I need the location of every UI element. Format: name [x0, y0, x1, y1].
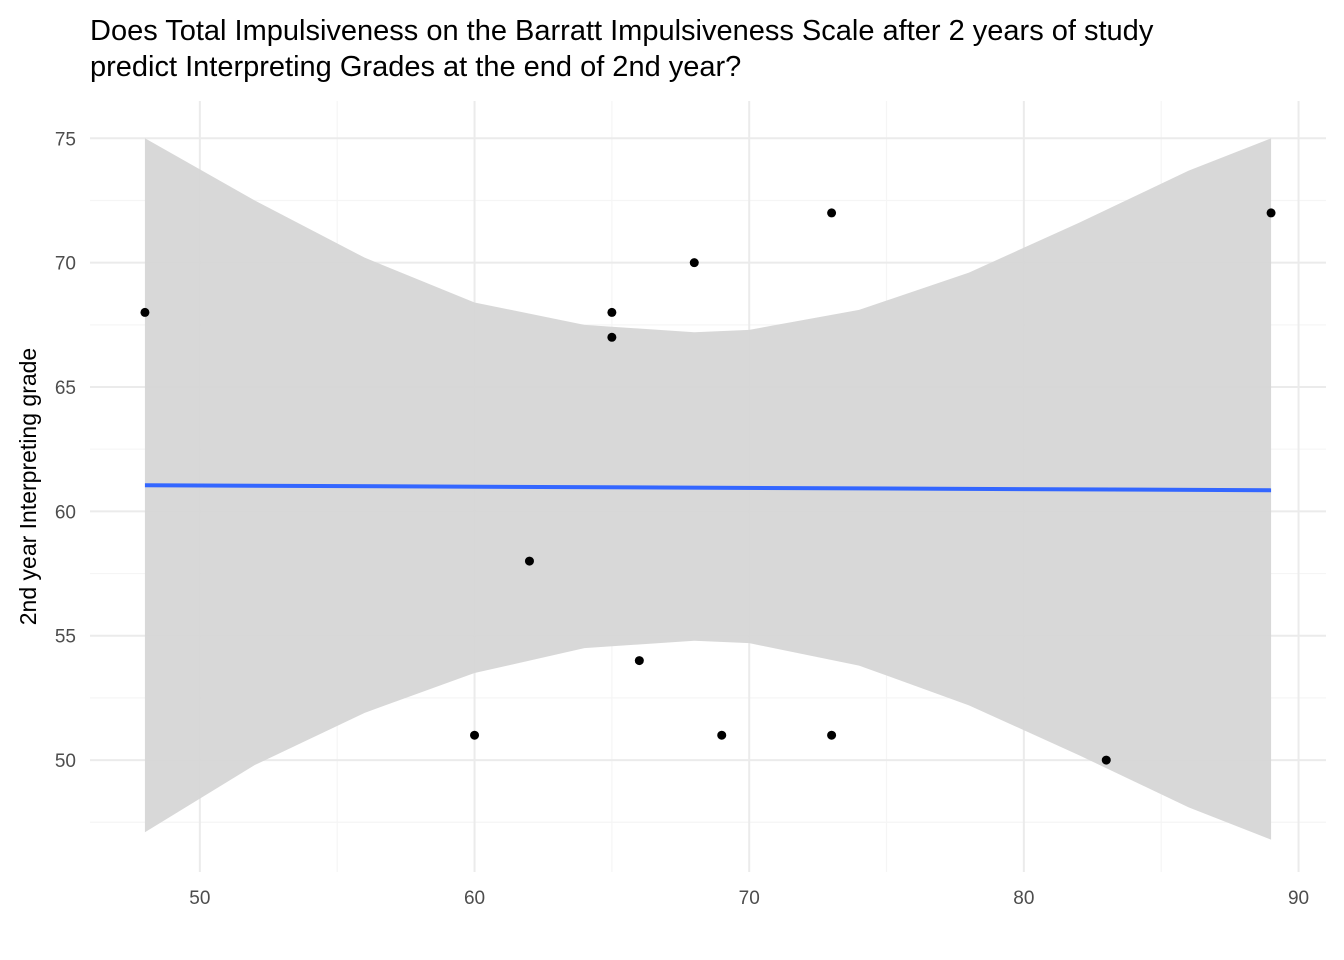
- y-tick-label: 65: [55, 378, 76, 399]
- y-tick-label: 60: [55, 502, 76, 523]
- x-tick-label: 60: [464, 888, 485, 909]
- data-point: [1266, 208, 1276, 218]
- chart-title-line-2: predict Interpreting Grades at the end o…: [90, 51, 742, 83]
- x-tick-label: 70: [739, 888, 760, 909]
- data-point: [717, 730, 727, 740]
- data-points: [140, 208, 1276, 765]
- x-tick-label: 80: [1013, 888, 1034, 909]
- y-tick-label: 75: [55, 129, 76, 150]
- data-point: [1101, 755, 1111, 765]
- regression-line: [144, 483, 1272, 493]
- data-point: [827, 730, 837, 740]
- data-point: [607, 332, 617, 342]
- x-axis-ticks: 50 60 70 80 90: [189, 888, 1309, 909]
- data-point: [607, 307, 617, 317]
- y-axis-ticks: 50 55 60 65 70 75: [55, 129, 76, 772]
- y-axis-title: 2nd year Interpreting grade: [15, 348, 41, 625]
- data-point: [140, 307, 150, 317]
- data-point: [524, 556, 534, 566]
- data-point: [634, 656, 644, 666]
- data-point: [827, 208, 837, 218]
- data-point: [689, 258, 699, 268]
- chart-title-line-1: Does Total Impulsiveness on the Barratt …: [90, 15, 1154, 47]
- y-tick-label: 55: [55, 627, 76, 648]
- x-tick-label: 50: [189, 888, 210, 909]
- y-tick-label: 50: [55, 751, 76, 772]
- data-point: [470, 730, 480, 740]
- y-tick-label: 70: [55, 254, 76, 275]
- x-tick-label: 90: [1288, 888, 1309, 909]
